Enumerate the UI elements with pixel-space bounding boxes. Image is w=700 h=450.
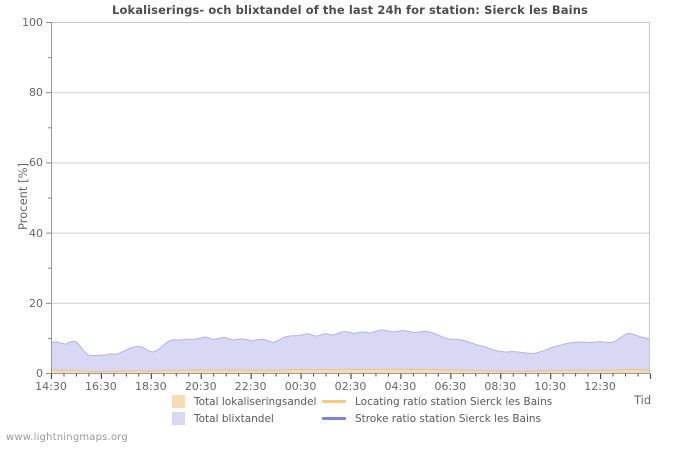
legend-entry[interactable]: Stroke ratio station Sierck les Bains [322,411,541,426]
x-axis-title: Tid [634,393,652,407]
legend-label: Stroke ratio station Sierck les Bains [355,412,542,425]
y-axis-tick-label: 80 [29,86,43,100]
x-axis-tick-label: 10:30 [534,380,566,393]
y-axis-title: Procent [%] [16,163,30,230]
watermark: www.lightningmaps.org [6,432,128,443]
legend-label: Total blixtandel [194,412,274,425]
y-axis-tick-label: 40 [29,226,43,240]
series-line-lokaliseringsandel [51,368,650,373]
series-line-blixtandel [50,329,651,357]
plot-background [51,22,650,373]
x-axis-tick-label: 08:30 [484,380,517,393]
legend-swatch-box-icon [172,412,185,425]
legend-swatch-box-icon [172,395,185,408]
chart-title: Lokaliserings- och blixtandel of the las… [112,3,588,17]
x-axis-tick-label: 12:30 [584,380,616,393]
x-axis-tick-label: 20:30 [184,380,217,393]
y-axis-tick-label: 20 [29,296,43,310]
y-axis-tick-label: 100 [22,16,43,29]
legend-swatch-line-icon [322,400,346,403]
chart-legend: Total lokaliseringsandel Total blixtandel… [0,392,700,428]
legend-entry[interactable]: Locating ratio station Sierck les Bains [322,394,552,409]
x-axis-tick-label: 14:30 [35,380,67,393]
legend-label: Total lokaliseringsandel [194,395,317,408]
y-axis-tick-label: 0 [36,367,43,380]
legend-label: Locating ratio station Sierck les Bains [355,395,553,408]
series-area-blixtandel [51,329,650,373]
legend-entry[interactable]: Total blixtandel [172,411,274,426]
x-axis-tick-label: 06:30 [434,380,467,393]
x-axis-tick-label: 18:30 [134,380,167,393]
legend-swatch-line-icon [322,417,346,420]
x-axis-tick-label: 04:30 [384,380,417,393]
x-axis-tick-label: 16:30 [85,380,117,393]
x-axis-tick-label: 22:30 [234,380,267,393]
y-axis-tick-label: 60 [29,156,43,170]
x-axis-tick-label: 02:30 [334,380,367,393]
legend-entry[interactable]: Total lokaliseringsandel [172,394,316,409]
x-axis-tick-label: 00:30 [284,380,317,393]
